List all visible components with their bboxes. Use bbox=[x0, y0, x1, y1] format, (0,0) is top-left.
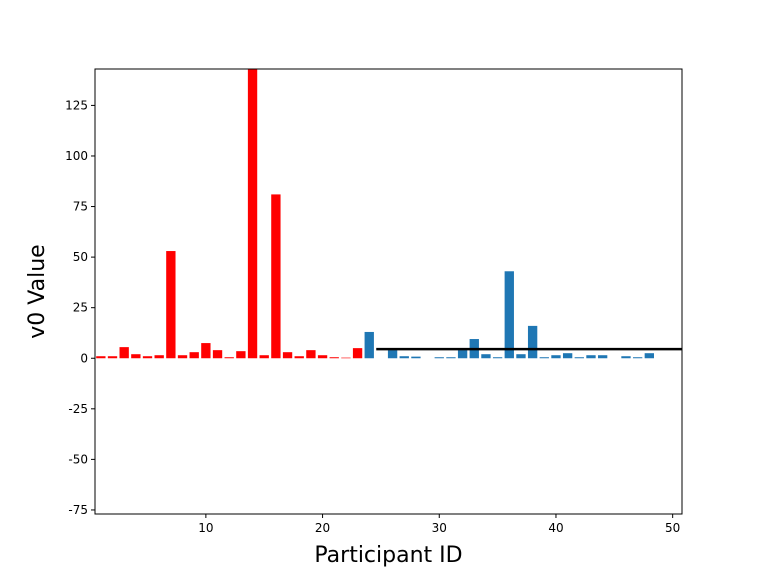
bar bbox=[282, 352, 293, 359]
x-tick-label: 50 bbox=[665, 521, 680, 535]
bar bbox=[527, 325, 538, 359]
bar bbox=[341, 357, 351, 359]
x-tick-label: 30 bbox=[432, 521, 447, 535]
bar bbox=[166, 251, 176, 359]
bar bbox=[621, 356, 631, 359]
bar bbox=[177, 355, 188, 359]
bar bbox=[154, 355, 164, 359]
bar bbox=[504, 271, 514, 359]
bar bbox=[481, 354, 491, 359]
bar bbox=[597, 355, 608, 359]
bar bbox=[142, 356, 153, 359]
bars-layer bbox=[96, 69, 654, 359]
bar bbox=[212, 350, 223, 359]
bar bbox=[224, 357, 234, 359]
bar bbox=[352, 348, 363, 359]
bar bbox=[96, 356, 106, 359]
bar bbox=[586, 355, 596, 359]
bar bbox=[516, 354, 526, 359]
y-tick-label: 125 bbox=[65, 98, 88, 112]
bar bbox=[306, 350, 316, 359]
x-tick-label: 40 bbox=[548, 521, 563, 535]
bar bbox=[574, 357, 584, 359]
bar bbox=[411, 356, 421, 359]
bar bbox=[399, 356, 409, 359]
y-tick-label: -75 bbox=[68, 503, 88, 517]
bar bbox=[329, 357, 339, 359]
bar bbox=[119, 347, 129, 359]
bar bbox=[539, 357, 549, 359]
y-axis-label: v0 Value bbox=[25, 244, 50, 338]
bar bbox=[434, 357, 444, 359]
x-axis-label: Participant ID bbox=[314, 543, 462, 568]
bar bbox=[446, 357, 456, 359]
bar bbox=[551, 355, 561, 359]
y-axis-ticks: -75 -50 -25 0 25 50 75 100 125 bbox=[65, 98, 95, 517]
bar bbox=[201, 343, 211, 359]
bar bbox=[632, 357, 643, 359]
y-tick-label: -25 bbox=[68, 402, 88, 416]
bar bbox=[189, 352, 199, 359]
y-tick-label: 75 bbox=[73, 200, 88, 214]
bar bbox=[492, 357, 503, 359]
y-tick-label: 100 bbox=[65, 149, 88, 163]
bar bbox=[562, 353, 573, 359]
x-tick-label: 10 bbox=[198, 521, 213, 535]
bar bbox=[271, 194, 281, 359]
bar bbox=[644, 353, 654, 359]
x-axis-ticks: 10 20 30 40 50 bbox=[198, 514, 680, 535]
bar bbox=[247, 69, 258, 359]
bar bbox=[131, 354, 141, 359]
y-tick-label: 25 bbox=[73, 301, 88, 315]
bar bbox=[236, 351, 246, 359]
bar bbox=[294, 356, 304, 359]
bar bbox=[259, 355, 269, 359]
bar bbox=[364, 331, 374, 359]
bar bbox=[387, 350, 398, 359]
plot-frame bbox=[94, 68, 683, 515]
x-tick-label: 20 bbox=[315, 521, 330, 535]
bar bbox=[457, 350, 468, 359]
y-tick-label: -50 bbox=[68, 452, 88, 466]
bar bbox=[107, 356, 118, 359]
y-tick-label: 50 bbox=[73, 250, 88, 264]
y-tick-label: 0 bbox=[80, 351, 88, 365]
bar bbox=[317, 355, 328, 359]
